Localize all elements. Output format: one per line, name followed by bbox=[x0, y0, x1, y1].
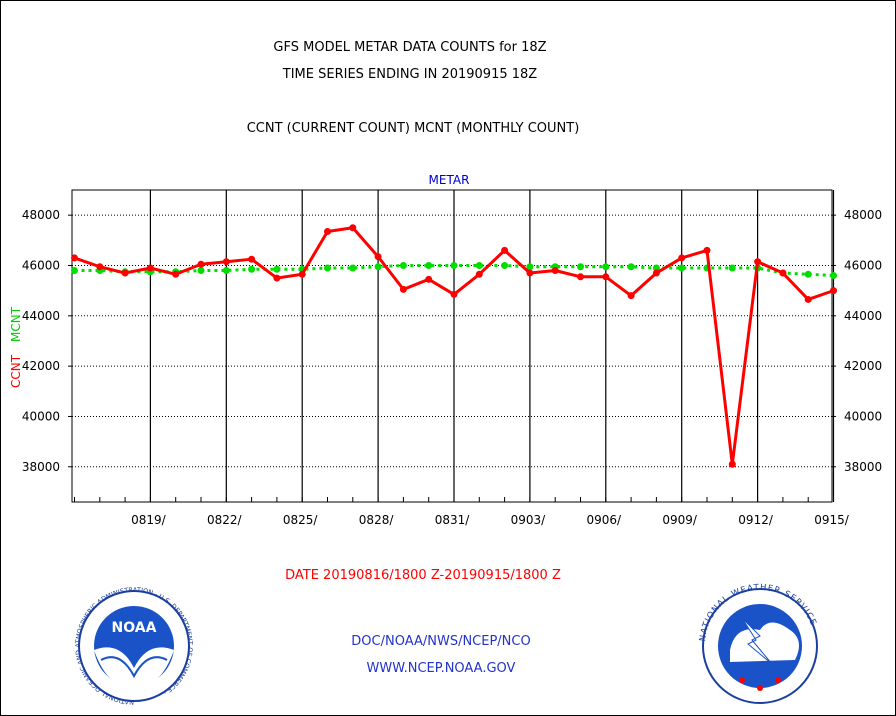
x-tick-label: 0825/ bbox=[283, 513, 319, 527]
y-tick-label-left: 44000 bbox=[22, 309, 60, 323]
series-ccnt-point bbox=[172, 270, 180, 278]
series-ccnt-point bbox=[754, 258, 762, 266]
series-ccnt-point bbox=[197, 260, 205, 268]
series-ccnt-point bbox=[298, 270, 306, 278]
y-tick-label-right: 40000 bbox=[844, 409, 882, 423]
y-label-ccnt: CCNT bbox=[9, 354, 23, 388]
y-tick-label-right: 48000 bbox=[844, 208, 882, 222]
noaa-logo-text: NOAA bbox=[112, 620, 157, 636]
series-ccnt-point bbox=[627, 292, 635, 300]
series-mcnt-point bbox=[197, 267, 205, 275]
url-line: WWW.NCEP.NOAA.GOV bbox=[367, 661, 516, 676]
series-ccnt-point bbox=[678, 254, 686, 262]
y-tick-label-right: 42000 bbox=[844, 359, 882, 373]
x-tick-label: 0906/ bbox=[587, 513, 623, 527]
series-mcnt-point bbox=[728, 264, 736, 272]
noaa-logo: NOAA NATIONAL OCEANIC AND ATMOSPHERIC AD… bbox=[74, 586, 194, 706]
series-ccnt-point bbox=[652, 269, 660, 277]
date-range: DATE 20190816/1800 Z-20190915/1800 Z bbox=[285, 568, 561, 583]
chart-subtitle: TIME SERIES ENDING IN 20190915 18Z bbox=[282, 67, 538, 82]
series-ccnt-point bbox=[399, 285, 407, 293]
series-mcnt-point bbox=[577, 263, 584, 271]
series-mcnt-point bbox=[501, 261, 509, 269]
y-label-mcnt: MCNT bbox=[9, 306, 23, 342]
series-mcnt-point bbox=[652, 264, 660, 272]
series-mcnt-point bbox=[450, 261, 458, 269]
series-ccnt-point bbox=[374, 253, 382, 261]
nws-logo: NATIONAL WEATHER SERVICE bbox=[698, 583, 818, 704]
series-ccnt-point bbox=[248, 255, 256, 263]
legend-line: CCNT (CURRENT COUNT) MCNT (MONTHLY COUNT… bbox=[247, 121, 580, 136]
series-ccnt-point bbox=[703, 246, 711, 254]
x-tick-label: 0915/ bbox=[814, 513, 850, 527]
series-ccnt-point bbox=[501, 246, 509, 254]
series-mcnt-point bbox=[602, 263, 610, 271]
series-ccnt-point bbox=[728, 460, 736, 468]
x-axis: 0819/0822/0825/0828/0831/0903/0906/0909/… bbox=[74, 497, 850, 527]
series-mcnt-point bbox=[273, 265, 281, 273]
series-mcnt-point bbox=[248, 265, 256, 273]
series-ccnt-point bbox=[273, 274, 281, 282]
y-tick-label-left: 38000 bbox=[22, 460, 60, 474]
series-mcnt-point bbox=[830, 272, 837, 280]
y-tick-label-right: 44000 bbox=[844, 309, 882, 323]
series-mcnt bbox=[71, 261, 837, 280]
series-ccnt-point bbox=[551, 267, 559, 275]
series-mcnt-point bbox=[475, 261, 483, 269]
series-ccnt-point bbox=[450, 290, 458, 298]
x-tick-label: 0819/ bbox=[131, 513, 167, 527]
series-ccnt-point bbox=[349, 224, 357, 232]
series-ccnt-point bbox=[804, 295, 812, 303]
series-ccnt-point bbox=[475, 270, 483, 278]
grid-lines bbox=[72, 190, 835, 502]
y-tick-label-right: 46000 bbox=[844, 258, 882, 272]
y-tick-label-left: 46000 bbox=[22, 258, 60, 272]
series-ccnt-point bbox=[602, 273, 610, 281]
series-mcnt-point bbox=[678, 264, 686, 272]
series-ccnt-point bbox=[71, 254, 78, 262]
x-tick-label: 0822/ bbox=[207, 513, 243, 527]
series-mcnt-point bbox=[526, 263, 534, 271]
y-axis-right: 38000 40000 42000 44000 46000 48000 bbox=[832, 208, 882, 474]
panel-label: METAR bbox=[429, 173, 470, 187]
series-mcnt-point bbox=[324, 264, 331, 272]
org-line: DOC/NOAA/NWS/NCEP/NCO bbox=[351, 634, 530, 649]
series-mcnt-point bbox=[425, 261, 433, 269]
y-tick-label-right: 38000 bbox=[844, 460, 882, 474]
series-ccnt-point bbox=[779, 269, 787, 277]
x-tick-label: 0909/ bbox=[662, 513, 698, 527]
y-tick-label-left: 40000 bbox=[22, 409, 60, 423]
series-ccnt-point bbox=[146, 264, 154, 272]
series-ccnt-point bbox=[96, 263, 104, 271]
series-ccnt-point bbox=[526, 269, 534, 277]
x-tick-label: 0831/ bbox=[435, 513, 471, 527]
series-ccnt-point bbox=[324, 228, 331, 236]
y-tick-label-left: 42000 bbox=[22, 359, 60, 373]
x-tick-label: 0903/ bbox=[511, 513, 547, 527]
series-mcnt-point bbox=[349, 264, 357, 272]
series-mcnt-point bbox=[627, 263, 635, 271]
series-mcnt-point bbox=[804, 270, 812, 278]
series-ccnt-point bbox=[577, 273, 584, 281]
series-ccnt-point bbox=[121, 269, 129, 277]
series-ccnt-point bbox=[425, 275, 433, 283]
series-mcnt-point bbox=[399, 261, 407, 269]
series-ccnt-point bbox=[222, 258, 230, 266]
series-mcnt-point bbox=[222, 267, 230, 275]
series-mcnt-point bbox=[71, 267, 78, 275]
y-axis-left: 38000 40000 42000 44000 46000 48000 bbox=[22, 208, 72, 474]
y-tick-label-left: 48000 bbox=[22, 208, 60, 222]
x-tick-label: 0828/ bbox=[359, 513, 395, 527]
plot-border bbox=[71, 189, 833, 503]
chart-title: GFS MODEL METAR DATA COUNTS for 18Z bbox=[273, 40, 546, 55]
x-tick-label: 0912/ bbox=[738, 513, 774, 527]
series-ccnt-point bbox=[830, 287, 837, 295]
series-ccnt bbox=[71, 224, 837, 468]
series-mcnt-point bbox=[374, 263, 382, 271]
